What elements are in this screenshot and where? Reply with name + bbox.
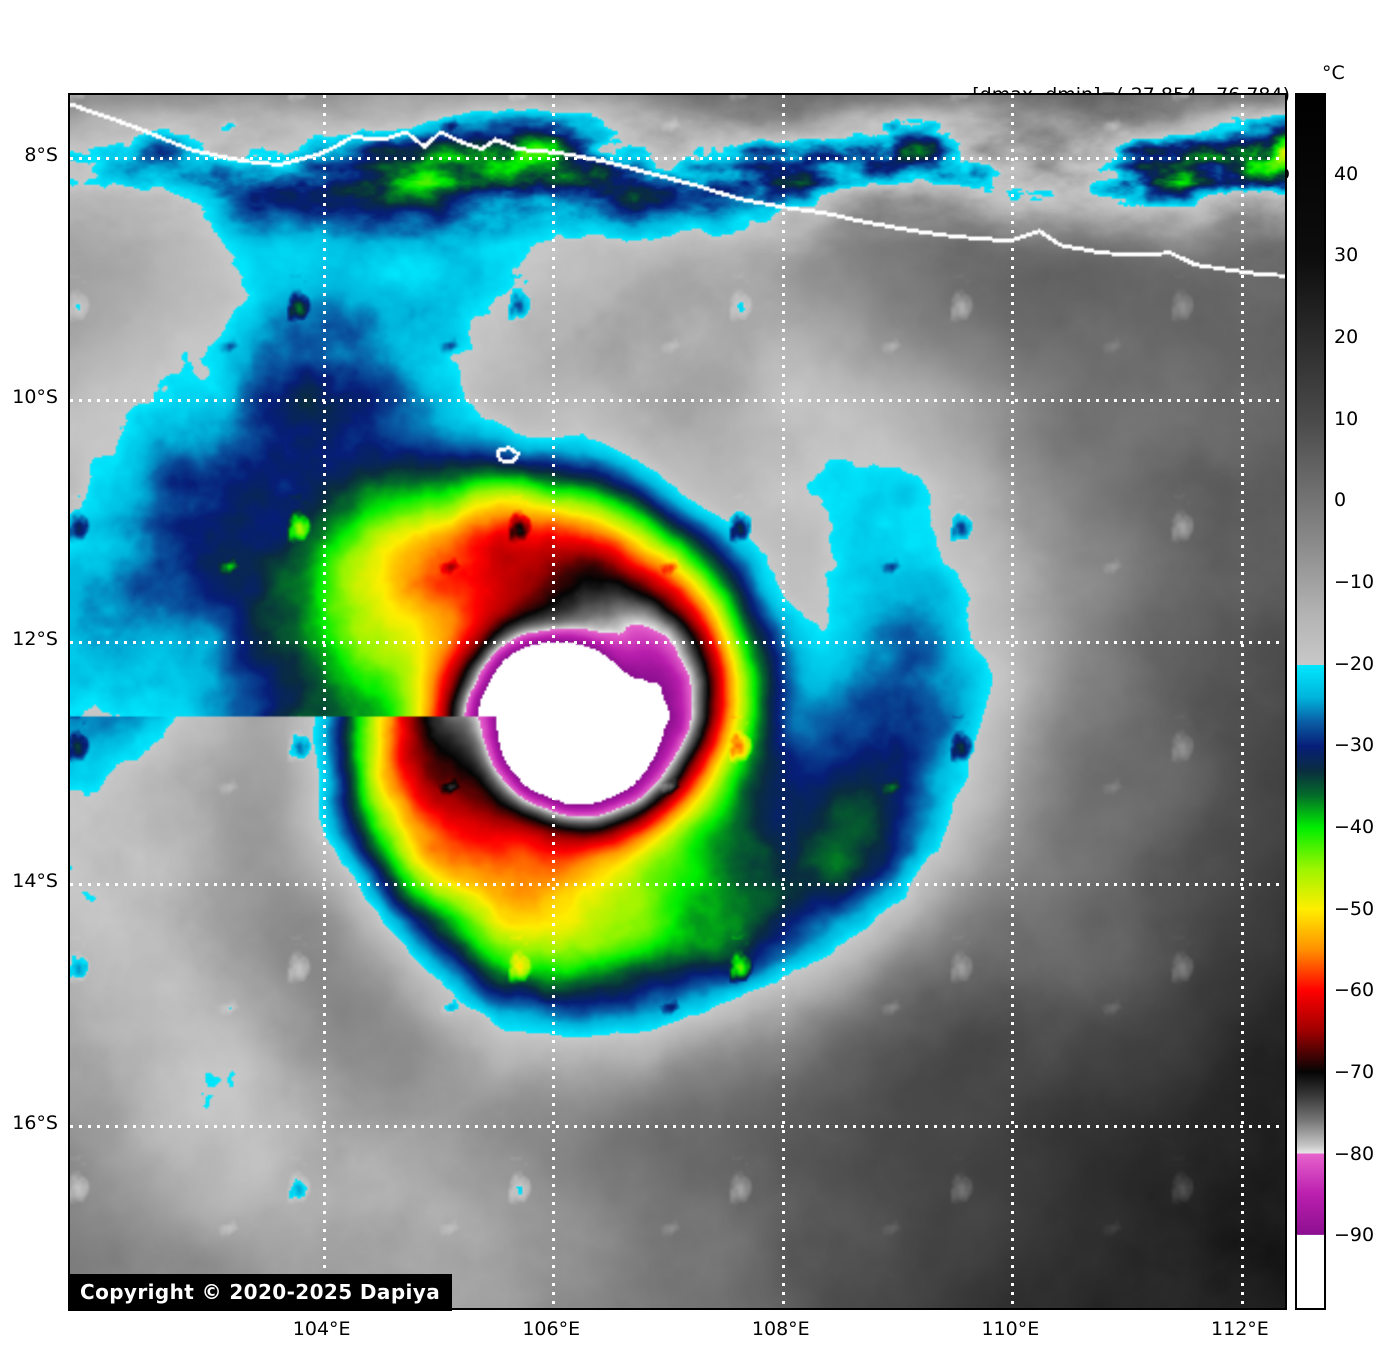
colorbar-tick-label: 40 [1334, 162, 1359, 185]
copyright-banner: Copyright © 2020-2025 Dapiya [68, 1274, 453, 1311]
ytick-label: 16°S [12, 1111, 58, 1134]
ytick-label: 10°S [12, 385, 58, 408]
colorbar-tick-label: −60 [1334, 979, 1375, 1002]
colorbar-tick-label: 0 [1334, 489, 1347, 512]
xtick-label: 110°E [981, 1318, 1040, 1340]
temperature-colorbar[interactable] [1295, 93, 1326, 1310]
colorbar-tick-label: −50 [1334, 897, 1375, 920]
colorbar-tick-label: −70 [1334, 1061, 1375, 1084]
xtick-label: 104°E [292, 1318, 351, 1340]
colorbar-tick-label: 10 [1334, 407, 1359, 430]
colorbar-tick-label: −30 [1334, 734, 1375, 757]
colorbar-tick-label: −80 [1334, 1142, 1375, 1165]
colorbar-gradient [1297, 95, 1324, 1308]
xtick-label: 106°E [522, 1318, 581, 1340]
ytick-label: 8°S [24, 143, 58, 166]
satellite-image-plot[interactable] [68, 93, 1287, 1310]
colorbar-tick-label: 20 [1334, 326, 1359, 349]
colorbar-tick-label: −90 [1334, 1224, 1375, 1247]
ytick-label: 12°S [12, 627, 58, 650]
colorbar-tick-label: −20 [1334, 652, 1375, 675]
colorbar-unit-label: °C [1322, 62, 1345, 84]
ytick-label: 14°S [12, 869, 58, 892]
colorbar-tick-label: 30 [1334, 244, 1359, 267]
satellite-imagery-canvas [70, 95, 1285, 1308]
colorbar-tick-label: −10 [1334, 571, 1375, 594]
xtick-label: 108°E [751, 1318, 810, 1340]
colorbar-tick-label: −40 [1334, 816, 1375, 839]
xtick-label: 112°E [1211, 1318, 1269, 1340]
